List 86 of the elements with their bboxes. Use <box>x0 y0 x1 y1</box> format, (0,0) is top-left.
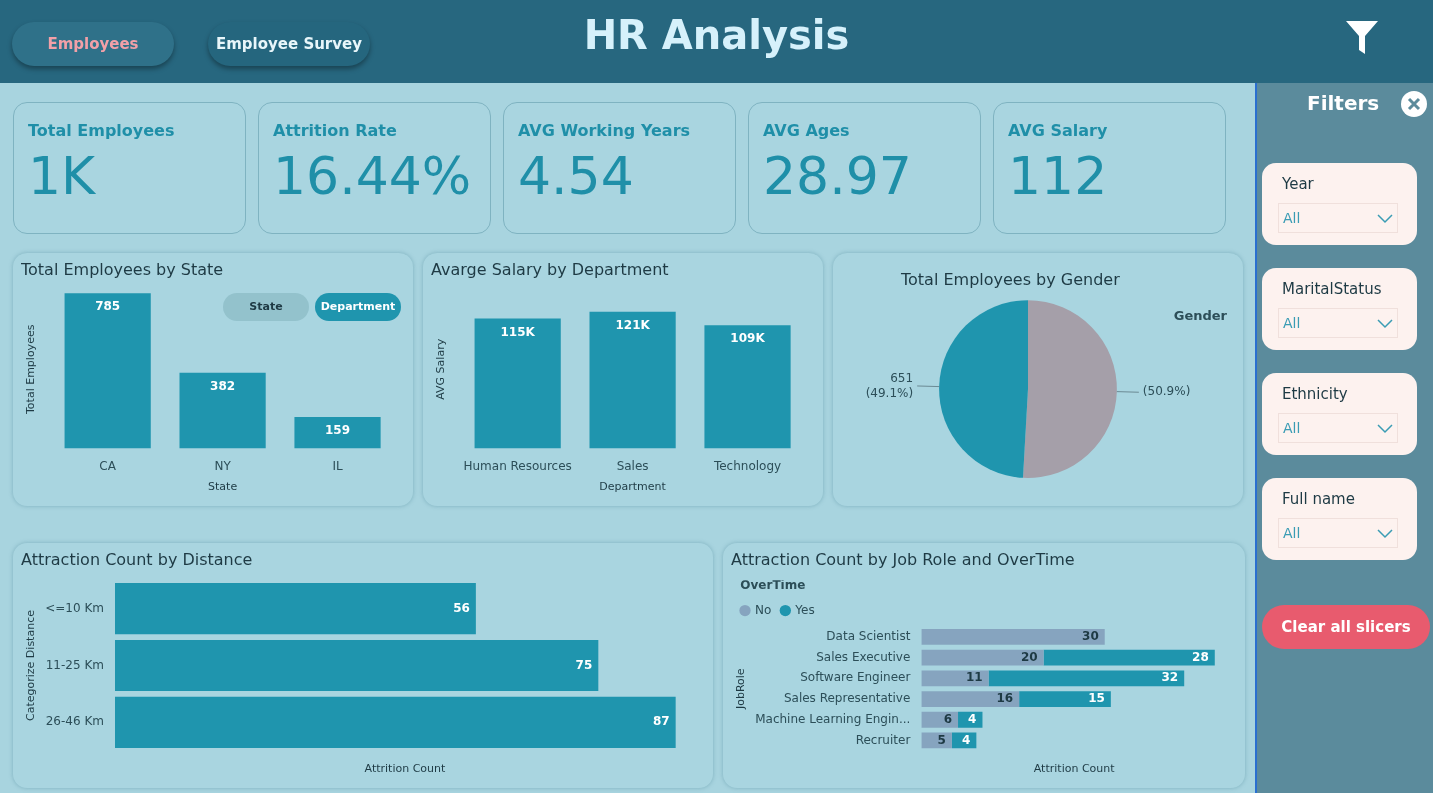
x-axis-title: State <box>208 480 238 494</box>
text: All <box>1283 210 1301 226</box>
y-axis-title: JobRole <box>734 668 748 711</box>
text: 4.54 <box>518 146 634 206</box>
y-tick-label: Software Engineer <box>800 670 911 685</box>
data-label: 11 <box>965 670 983 685</box>
data-label: (50.9%) <box>1142 384 1191 399</box>
x-tick-label: NY <box>214 458 232 473</box>
data-label: 4 <box>968 711 977 726</box>
data-label: 32 <box>1161 670 1179 685</box>
x-axis-title: Attrition Count <box>364 762 447 776</box>
chart-title: Total Employees by Gender <box>900 269 1121 289</box>
category-label: Attrition Rate <box>273 121 398 140</box>
text: Filters <box>1307 91 1380 115</box>
chart-title: Total Employees by State <box>20 259 224 279</box>
x-tick-label: Technology <box>712 458 782 473</box>
data-label: 75 <box>575 657 593 672</box>
data-label: 159 <box>325 423 351 438</box>
legend-label: Yes <box>794 602 815 617</box>
bar <box>921 670 989 687</box>
y-axis-title: AVG Salary <box>434 338 448 400</box>
data-label: 15 <box>1088 691 1105 706</box>
y-axis-title: Categorize Distance <box>24 609 38 721</box>
y-tick-label: 11-25 Km <box>45 657 104 672</box>
y-tick-label: Sales Representative <box>783 691 911 706</box>
text: Employee Survey <box>208 22 370 66</box>
text: All <box>1283 525 1301 541</box>
category-label: Year <box>1282 175 1314 193</box>
category-label: MaritalStatus <box>1282 280 1382 298</box>
legend-label: No <box>755 602 772 617</box>
text: HR Analysis <box>583 12 850 58</box>
data-label: 28 <box>1192 649 1209 664</box>
bar <box>1019 691 1111 707</box>
y-tick-label: Machine Learning Engin... <box>755 711 911 726</box>
data-label: 4 <box>962 732 971 747</box>
category-label: Ethnicity <box>1282 385 1348 403</box>
toggle-button: State <box>223 293 309 321</box>
toggle-button: Department <box>315 293 401 321</box>
text: Employees <box>12 22 174 66</box>
category-label: AVG Working Years <box>518 121 692 140</box>
chart-title: Attraction Count by Distance <box>21 549 253 569</box>
data-label: 87 <box>652 714 670 729</box>
text: 1K <box>28 146 96 206</box>
bar <box>1043 649 1215 666</box>
legend-title: OverTime <box>740 578 806 593</box>
data-label: 16 <box>996 691 1014 706</box>
y-tick-label: <=10 Km <box>45 600 104 615</box>
data-label: 30 <box>1082 629 1099 644</box>
text: 28.97 <box>763 146 912 206</box>
data-label: 56 <box>453 600 470 615</box>
x-tick-label: Sales <box>616 458 649 473</box>
category-label: AVG Ages <box>763 121 851 140</box>
data-label: 109K <box>730 331 766 346</box>
data-label: 20 <box>1020 649 1038 664</box>
data-label: 785 <box>95 299 121 314</box>
legend-title: Gender <box>1173 308 1228 324</box>
chart-title: Attraction Count by Job Role and OverTime <box>731 549 1075 569</box>
data-label: 5 <box>937 732 946 747</box>
text: All <box>1283 420 1301 436</box>
y-tick-label: 26-46 Km <box>45 714 104 729</box>
text: Clear all slicers <box>1262 605 1430 649</box>
x-tick-label: Human Resources <box>463 458 572 473</box>
chart-title: Avarge Salary by Department <box>431 259 669 279</box>
bar <box>988 670 1185 687</box>
x-axis-title: Attrition Count <box>1033 762 1116 776</box>
y-tick-label: Sales Executive <box>816 649 911 664</box>
text: All <box>1283 315 1301 331</box>
bar <box>921 629 1105 645</box>
bar <box>921 691 1020 707</box>
y-tick-label: Data Scientist <box>826 629 911 644</box>
x-axis-title: Department <box>599 480 667 494</box>
data-label: 121K <box>615 317 651 332</box>
category-label: AVG Salary <box>1008 121 1109 140</box>
data-label: 6 <box>943 711 953 726</box>
data-label: 115K <box>500 324 536 339</box>
category-label: Full name <box>1282 490 1355 508</box>
text: 16.44% <box>273 146 472 206</box>
text: 112 <box>1008 146 1108 206</box>
data-label: 382 <box>210 378 236 393</box>
x-tick-label: IL <box>332 458 343 473</box>
y-axis-title: Total Employees <box>24 324 38 415</box>
data-label: 651 (49.1%) <box>865 370 914 400</box>
y-tick-label: Recruiter <box>855 732 911 747</box>
x-tick-label: CA <box>99 458 117 473</box>
category-label: Total Employees <box>28 121 176 140</box>
bar <box>921 649 1044 666</box>
